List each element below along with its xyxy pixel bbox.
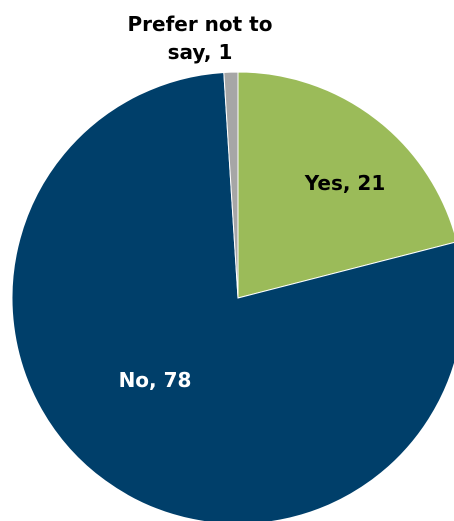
data-label-line: Prefer not to [128, 12, 273, 36]
data-label-no: No, 78 [119, 368, 192, 392]
data-label-line: say, 1 [168, 40, 233, 64]
pie-data-labels: Yes, 21 No, 78 Prefer not to say, 1 [119, 12, 386, 392]
data-label-line: No, 78 [119, 368, 192, 392]
pie-slice-no [11, 71, 454, 521]
data-label-line: Yes, 21 [304, 171, 386, 195]
pie-slice-prefer-not-to-say [223, 71, 239, 299]
data-label-yes: Yes, 21 [304, 171, 386, 195]
data-label-prefer-not-to-say: Prefer not to say, 1 [128, 12, 273, 64]
pie-slices [11, 71, 454, 521]
pie-slice-yes [237, 71, 454, 299]
